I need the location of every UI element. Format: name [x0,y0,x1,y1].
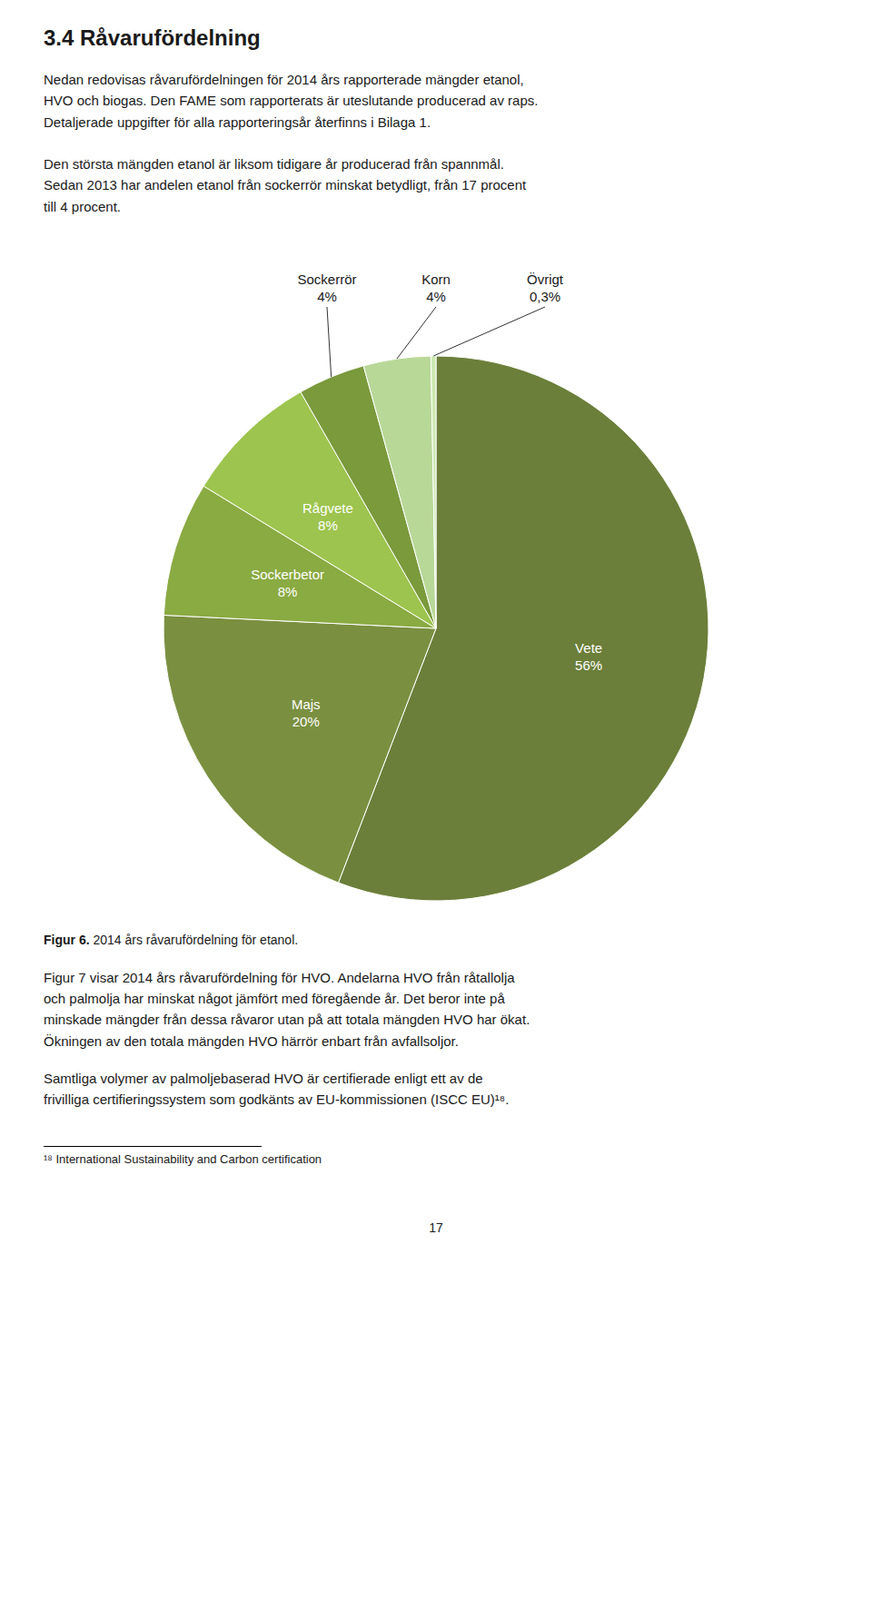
svg-text:Korn4%: Korn4% [421,271,451,305]
html-text:Nedan redovisas råvarufördelni: Nedan redovisas råvarufördelningen för 2… [43,71,539,214]
html-text:3.4 Råvarufördelning: 3.4 Råvarufördelning [43,25,261,50]
html-text:¹⁸ International Sustainabilit: ¹⁸ International Sustainability and Carb… [43,1152,322,1167]
svg-text:Övrigt0,3%: Övrigt0,3% [526,271,565,305]
svg-text:Rågvete8%: Rågvete8% [302,500,354,534]
html-text:17: 17 [428,1221,444,1236]
svg-text:Majs20%: Majs20% [291,696,321,730]
html-text:Figur 6. 2014 års råvarufördel: Figur 6. 2014 års råvarufördelning för e… [43,932,299,948]
html-text:Samtliga volymer av palmoljeba: Samtliga volymer av palmoljebaserad HVO … [43,1070,509,1108]
html-text:Figur 7 visar 2014 års råvaruf: Figur 7 visar 2014 års råvarufördelning … [43,969,530,1049]
svg-text:Sockerbetor8%: Sockerbetor8% [250,565,325,599]
svg-text:Vete56%: Vete56% [574,640,603,674]
svg-text:Sockerrör4%: Sockerrör4% [297,271,357,305]
